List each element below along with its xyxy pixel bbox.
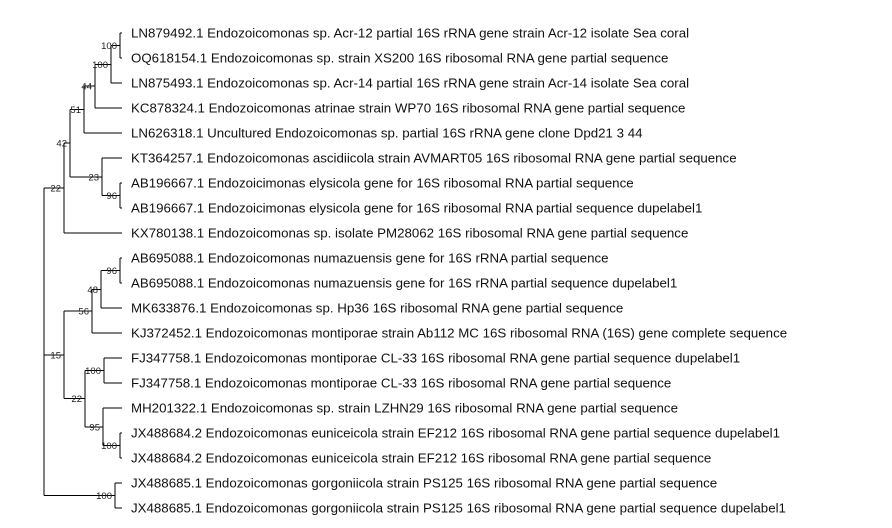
bootstrap-value: 100 [96, 491, 112, 502]
taxon-label: FJ347758.1 Endozoicomonas montiporae CL-… [131, 351, 740, 366]
taxon-label: OQ618154.1 Endozoicomonas sp. strain XS2… [131, 51, 668, 66]
taxon-label: JX488684.2 Endozoicomonas euniceicola st… [131, 426, 780, 441]
taxon-label: KX780138.1 Endozoicomonas sp. isolate PM… [131, 226, 688, 241]
taxon-labels: LN879492.1 Endozoicomonas sp. Acr-12 par… [131, 26, 787, 516]
bootstrap-value: 44 [81, 82, 92, 93]
taxon-label: LN875493.1 Endozoicomonas sp. Acr-14 par… [131, 76, 689, 91]
bootstrap-value: 22 [50, 184, 61, 195]
taxon-label: KJ372452.1 Endozoicomonas montiporae str… [131, 326, 787, 341]
taxon-label: AB196667.1 Endozoicimonas elysicola gene… [131, 201, 702, 216]
taxon-label: AB196667.1 Endozoicimonas elysicola gene… [131, 176, 634, 191]
bootstrap-value: 96 [106, 191, 117, 202]
bootstrap-value: 96 [106, 266, 117, 277]
bootstrap-value: 100 [101, 41, 117, 52]
bootstrap-value: 15 [50, 350, 61, 361]
bootstrap-value: 95 [89, 422, 100, 433]
taxon-label: KT364257.1 Endozoicomonas ascidiicola st… [131, 151, 737, 166]
bootstrap-value: 100 [85, 366, 101, 377]
tree-branches [43, 32, 122, 509]
taxon-label: JX488685.1 Endozoicomonas gorgoniicola s… [131, 476, 717, 491]
taxon-label: JX488685.1 Endozoicomonas gorgoniicola s… [131, 501, 786, 516]
bootstrap-value: 100 [92, 60, 108, 71]
taxon-label: AB695088.1 Endozoicomonas numazuensis ge… [131, 251, 609, 266]
taxon-label: KC878324.1 Endozoicomonas atrinae strain… [131, 101, 685, 116]
bootstrap-value: 23 [88, 172, 99, 183]
bootstrap-value: 22 [71, 394, 82, 405]
bootstrap-value: 56 [78, 307, 89, 318]
taxon-label: LN626318.1 Uncultured Endozoicomonas sp.… [131, 126, 643, 141]
taxon-label: AB695088.1 Endozoicomonas numazuensis ge… [131, 276, 677, 291]
taxon-label: JX488684.2 Endozoicomonas euniceicola st… [131, 451, 711, 466]
bootstrap-value: 51 [70, 105, 81, 116]
taxon-label: LN879492.1 Endozoicomonas sp. Acr-12 par… [131, 26, 689, 41]
taxon-label: FJ347758.1 Endozoicomonas montiporae CL-… [131, 376, 671, 391]
taxon-label: MK633876.1 Endozoicomonas sp. Hp36 16S r… [131, 301, 623, 316]
bootstrap-value: 48 [87, 285, 98, 296]
bootstrap-value: 100 [101, 441, 117, 452]
bootstrap-value: 42 [56, 139, 67, 150]
taxon-label: MH201322.1 Endozoicomonas sp. strain LZH… [131, 401, 678, 416]
